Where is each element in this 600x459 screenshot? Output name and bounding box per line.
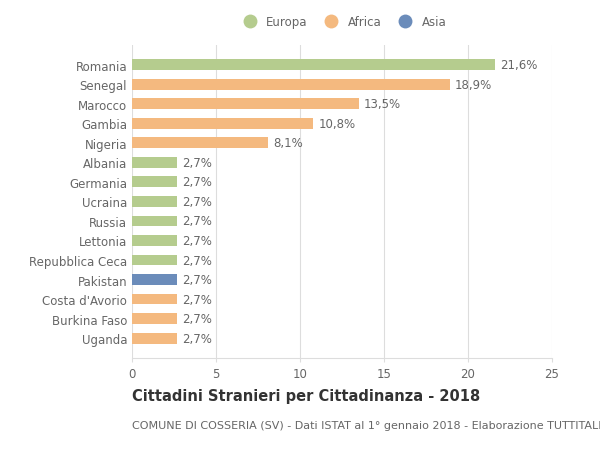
Bar	[132, 99, 359, 110]
Text: 2,7%: 2,7%	[182, 215, 212, 228]
Bar	[132, 118, 313, 129]
Text: 2,7%: 2,7%	[182, 293, 212, 306]
Legend: Europa, Africa, Asia: Europa, Africa, Asia	[233, 11, 451, 34]
Text: 13,5%: 13,5%	[364, 98, 401, 111]
Text: 2,7%: 2,7%	[182, 196, 212, 208]
Text: 10,8%: 10,8%	[319, 118, 356, 130]
Bar	[132, 216, 178, 227]
Bar	[132, 294, 178, 305]
Text: 2,7%: 2,7%	[182, 176, 212, 189]
Bar	[132, 235, 178, 246]
Bar	[132, 157, 178, 168]
Text: 2,7%: 2,7%	[182, 274, 212, 286]
Bar	[132, 274, 178, 285]
Text: Cittadini Stranieri per Cittadinanza - 2018: Cittadini Stranieri per Cittadinanza - 2…	[132, 388, 480, 403]
Bar	[132, 60, 495, 71]
Text: 2,7%: 2,7%	[182, 235, 212, 247]
Bar	[132, 333, 178, 344]
Bar	[132, 313, 178, 325]
Bar	[132, 138, 268, 149]
Text: 2,7%: 2,7%	[182, 332, 212, 345]
Text: 21,6%: 21,6%	[500, 59, 537, 72]
Text: 2,7%: 2,7%	[182, 157, 212, 169]
Text: 8,1%: 8,1%	[273, 137, 303, 150]
Bar	[132, 196, 178, 207]
Bar	[132, 255, 178, 266]
Text: 18,9%: 18,9%	[455, 78, 492, 91]
Text: COMUNE DI COSSERIA (SV) - Dati ISTAT al 1° gennaio 2018 - Elaborazione TUTTITALI: COMUNE DI COSSERIA (SV) - Dati ISTAT al …	[132, 420, 600, 430]
Bar	[132, 79, 449, 90]
Bar	[132, 177, 178, 188]
Text: 2,7%: 2,7%	[182, 254, 212, 267]
Text: 2,7%: 2,7%	[182, 313, 212, 325]
